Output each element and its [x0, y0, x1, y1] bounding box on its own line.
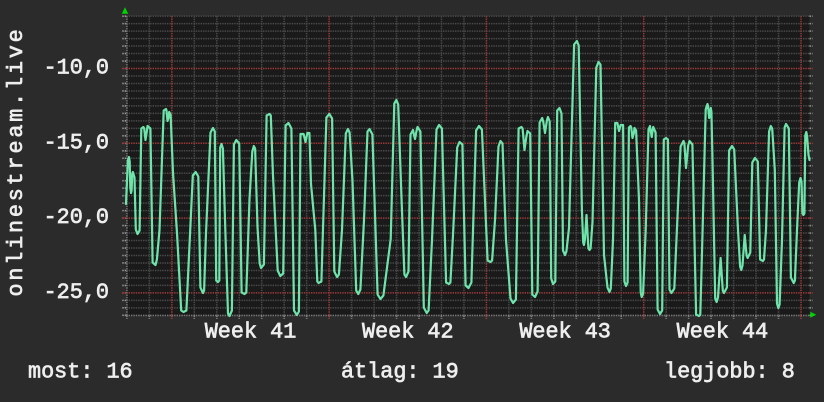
svg-text:Week 41: Week 41 [205, 320, 297, 345]
svg-text:Week 44: Week 44 [677, 320, 769, 345]
svg-text:-25,0: -25,0 [44, 280, 109, 305]
svg-text:átlag: 19: átlag: 19 [341, 359, 459, 384]
svg-text:-15,0: -15,0 [44, 130, 109, 155]
svg-text:Week 43: Week 43 [519, 320, 611, 345]
svg-text:legjobb: 8: legjobb: 8 [664, 359, 795, 384]
svg-text:onlinestream.live: onlinestream.live [4, 27, 29, 297]
svg-text:most: 16: most: 16 [28, 359, 133, 384]
svg-text:Week 42: Week 42 [362, 320, 454, 345]
